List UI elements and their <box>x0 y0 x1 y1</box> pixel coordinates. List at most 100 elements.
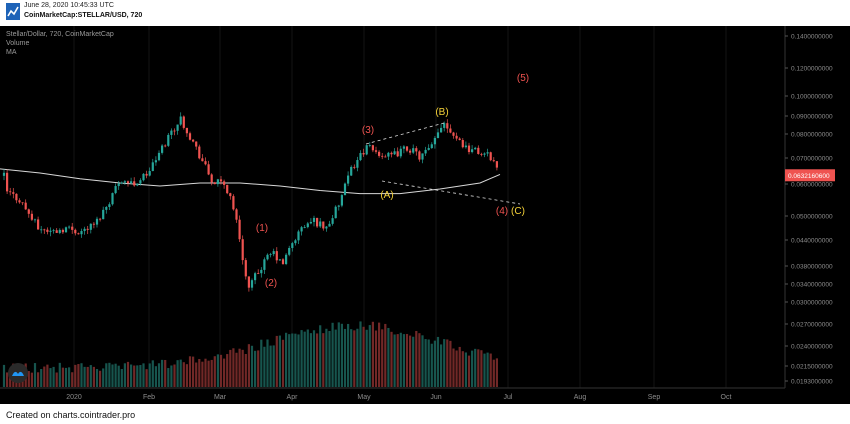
timestamp-text: June 28, 2020 10:45:33 UTC <box>24 2 114 9</box>
volume-bar <box>161 359 164 387</box>
volume-bar <box>68 367 71 387</box>
volume-bar <box>309 333 312 387</box>
volume-bar <box>157 363 161 387</box>
volume-bar <box>409 335 412 387</box>
candle-body <box>288 247 291 255</box>
price-chart[interactable]: (1) (2) (3) (4) (5) (A) (B) (C) 2020 Feb Mar Apr Ma… <box>0 26 850 404</box>
tradingview-badge-icon[interactable] <box>6 361 30 385</box>
candle-body <box>188 133 192 140</box>
volume-bar <box>226 354 229 387</box>
candle-body <box>27 209 30 214</box>
volume-bar <box>272 345 275 387</box>
price-tick-label: 0.0193000000 <box>791 379 833 386</box>
price-tick-label: 0.0800000000 <box>791 132 833 139</box>
volume-bar <box>188 356 192 387</box>
candle-body <box>353 166 356 168</box>
candle-body <box>123 181 126 183</box>
volume-bar <box>164 359 167 387</box>
candle-body <box>201 158 204 162</box>
candle-body <box>371 145 374 151</box>
candle-body <box>46 229 49 232</box>
candle-body <box>399 148 402 157</box>
volume-bar <box>204 358 207 387</box>
volume-bar <box>114 363 117 387</box>
candle-body <box>114 186 117 194</box>
wave-label: (B) <box>435 107 448 118</box>
candle-body <box>278 259 281 261</box>
candle-body <box>260 269 263 274</box>
volume-bar <box>303 331 306 387</box>
candle-body <box>136 183 139 186</box>
candle-body <box>55 230 58 233</box>
candle-body <box>483 153 486 155</box>
volume-bar <box>384 323 387 387</box>
volume-bar <box>136 365 139 387</box>
volume-bar <box>300 330 303 387</box>
candle-body <box>229 193 232 197</box>
wave-label-layer: (1) (2) (3) (4) (5) (A) (B) (C) <box>256 73 529 289</box>
candle-body <box>285 254 288 264</box>
candle-body <box>322 221 325 229</box>
volume-bar <box>201 361 204 387</box>
candle-body <box>303 227 306 228</box>
candle-body <box>291 243 294 248</box>
candle-body <box>474 147 477 150</box>
volume-bar <box>415 330 418 387</box>
volume-bar <box>312 330 316 387</box>
price-tick-label: 0.0440000000 <box>791 238 833 245</box>
ma-layer <box>0 168 501 195</box>
volume-bar <box>350 329 353 387</box>
candle-body <box>157 152 161 161</box>
wave-label: (C) <box>511 206 525 217</box>
candle-body <box>238 219 241 240</box>
volume-bar <box>126 361 130 387</box>
volume-bar <box>95 369 99 387</box>
candle-body <box>312 217 316 222</box>
candle-body <box>139 180 142 184</box>
wave-label: (3) <box>362 125 374 136</box>
candle-body <box>467 145 471 153</box>
symbol-text: CoinMarketCap:STELLAR/USD, 720 <box>24 12 143 19</box>
volume-bar <box>471 350 474 387</box>
price-tick-label: 0.1200000000 <box>791 66 833 73</box>
candle-body <box>359 153 362 161</box>
candle-body <box>356 160 359 168</box>
candle-body <box>461 140 464 148</box>
wave-label: (1) <box>256 223 268 234</box>
candle-body <box>148 171 151 176</box>
candle-body <box>350 166 353 176</box>
volume-bar <box>461 351 464 387</box>
candle-body <box>151 162 154 172</box>
volume-bar <box>483 353 486 387</box>
volume-bar <box>455 350 458 387</box>
candle-body <box>213 182 216 185</box>
candle-body <box>300 227 303 232</box>
wave-label: (5) <box>517 73 529 84</box>
volume-bar <box>257 350 260 387</box>
candle-body <box>257 273 260 275</box>
chart-area[interactable]: (1) (2) (3) (4) (5) (A) (B) (C) 2020 Feb Mar Apr Ma… <box>0 26 850 404</box>
volume-bar <box>294 333 297 387</box>
volume-bar <box>167 368 170 387</box>
candle-body <box>195 141 198 147</box>
candle-body <box>83 228 86 232</box>
volume-bar <box>238 348 241 387</box>
price-tick-label: 0.0270000000 <box>791 322 833 329</box>
candle-body <box>440 127 443 133</box>
candle-body <box>250 280 254 288</box>
candle-body <box>405 146 409 151</box>
trendline-upper <box>365 122 445 145</box>
candle-body <box>362 153 365 155</box>
candle-body <box>269 254 272 255</box>
volume-bar <box>399 332 402 387</box>
volume-bar <box>148 363 151 387</box>
volume-bar <box>474 348 477 387</box>
volume-bar <box>71 372 74 387</box>
price-tick-label: 0.0500000000 <box>791 214 833 221</box>
legend-ma: MA <box>6 49 17 56</box>
volume-bar <box>291 333 294 387</box>
volume-bar <box>371 321 374 387</box>
candle-body <box>402 146 405 149</box>
volume-bar <box>427 339 430 387</box>
candle-body <box>427 148 430 150</box>
